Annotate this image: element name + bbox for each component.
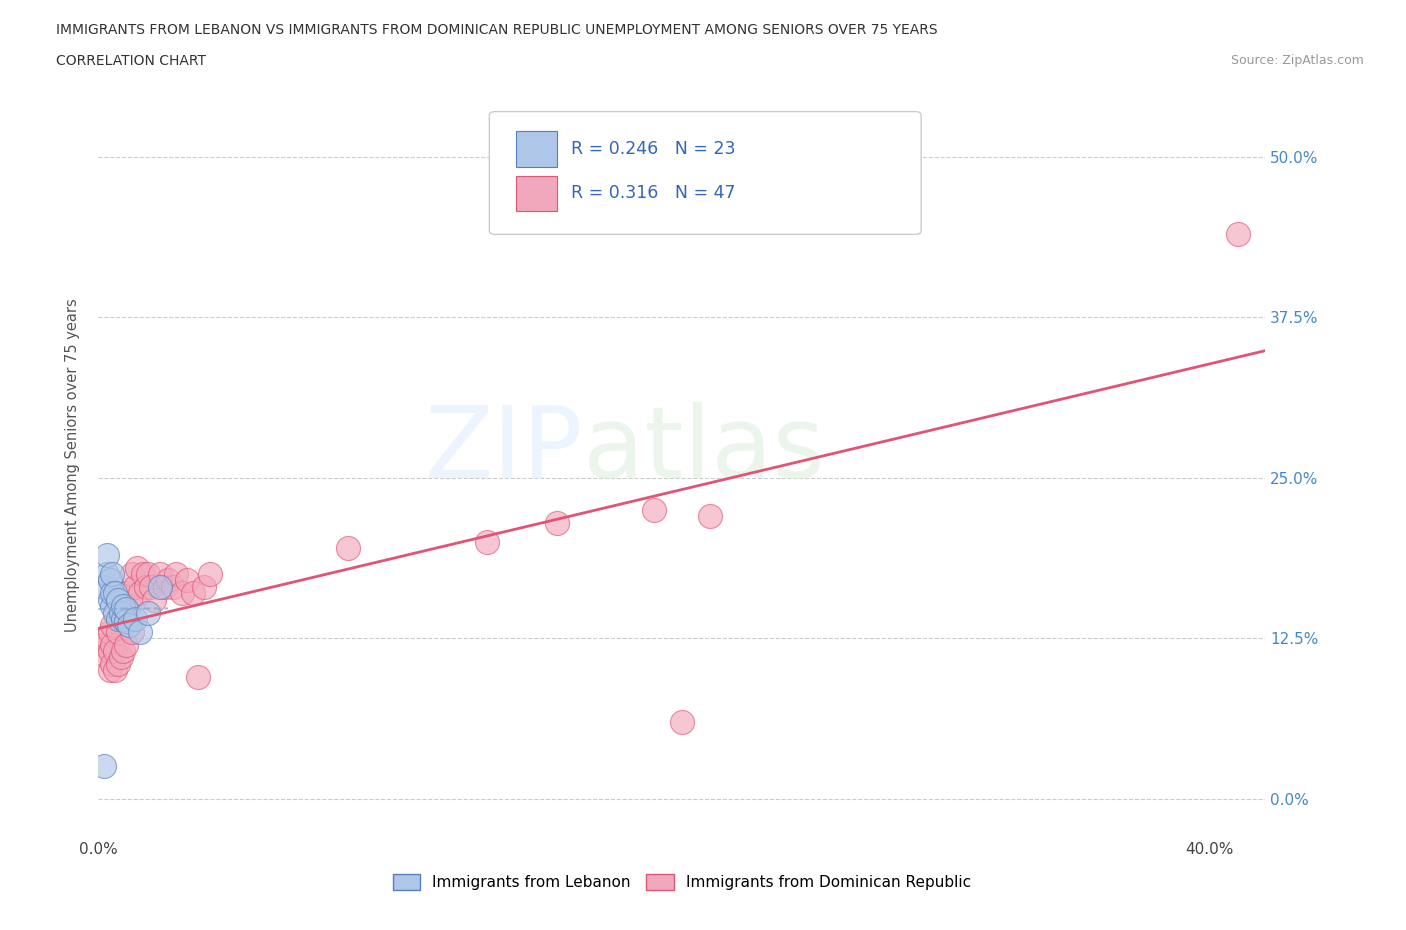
Point — [127, 560, 149, 575]
Point — [138, 566, 160, 581]
Point — [112, 612, 135, 627]
Text: atlas: atlas — [582, 402, 824, 498]
Point — [129, 624, 152, 639]
Point — [104, 663, 127, 678]
Point — [1226, 227, 1249, 242]
Point — [643, 502, 665, 517]
FancyBboxPatch shape — [516, 131, 557, 166]
Point — [107, 612, 129, 627]
Point — [162, 579, 184, 594]
Point — [115, 586, 138, 601]
Point — [96, 631, 118, 645]
Point — [104, 644, 127, 658]
Point — [176, 573, 198, 588]
Point — [141, 579, 163, 594]
Point — [671, 714, 693, 729]
Point — [110, 605, 132, 620]
Point — [546, 515, 568, 530]
Point — [101, 618, 124, 632]
Point — [148, 566, 170, 581]
Point — [112, 599, 135, 614]
Point — [93, 759, 115, 774]
Point — [198, 566, 221, 581]
Point — [101, 657, 124, 671]
Point — [148, 579, 170, 594]
FancyBboxPatch shape — [489, 112, 921, 234]
Point — [699, 509, 721, 524]
Text: R = 0.246   N = 23: R = 0.246 N = 23 — [571, 140, 735, 158]
Point — [107, 657, 129, 671]
Point — [477, 535, 499, 550]
Text: IMMIGRANTS FROM LEBANON VS IMMIGRANTS FROM DOMINICAN REPUBLIC UNEMPLOYMENT AMONG: IMMIGRANTS FROM LEBANON VS IMMIGRANTS FR… — [56, 23, 938, 37]
Point — [104, 605, 127, 620]
Text: Source: ZipAtlas.com: Source: ZipAtlas.com — [1230, 54, 1364, 67]
Point — [96, 566, 118, 581]
Point — [121, 566, 143, 581]
Point — [129, 586, 152, 601]
Point — [187, 670, 209, 684]
Point — [107, 592, 129, 607]
Point — [118, 618, 141, 632]
Point — [112, 644, 135, 658]
Text: R = 0.316   N = 47: R = 0.316 N = 47 — [571, 184, 735, 203]
Point — [98, 592, 121, 607]
Point — [170, 586, 193, 601]
Point — [96, 650, 118, 665]
Point — [110, 650, 132, 665]
Point — [132, 566, 155, 581]
Point — [135, 579, 157, 594]
Point — [156, 573, 179, 588]
Point — [101, 599, 124, 614]
Point — [98, 624, 121, 639]
Point — [93, 637, 115, 652]
FancyBboxPatch shape — [516, 176, 557, 211]
Text: CORRELATION CHART: CORRELATION CHART — [56, 54, 207, 68]
Point — [115, 601, 138, 616]
Point — [153, 579, 176, 594]
Point — [93, 579, 115, 594]
Legend: Immigrants from Lebanon, Immigrants from Dominican Republic: Immigrants from Lebanon, Immigrants from… — [387, 868, 977, 897]
Point — [101, 586, 124, 601]
Point — [98, 573, 121, 588]
Point — [101, 637, 124, 652]
Text: ZIP: ZIP — [425, 402, 582, 498]
Point — [96, 548, 118, 563]
Point — [115, 614, 138, 629]
Point — [98, 663, 121, 678]
Point — [181, 586, 204, 601]
Point — [337, 541, 360, 556]
Point — [143, 592, 166, 607]
Point — [124, 612, 146, 627]
Point — [138, 605, 160, 620]
Point — [118, 599, 141, 614]
Point — [124, 579, 146, 594]
Point — [121, 624, 143, 639]
Point — [101, 566, 124, 581]
Point — [165, 566, 187, 581]
Y-axis label: Unemployment Among Seniors over 75 years: Unemployment Among Seniors over 75 years — [65, 299, 80, 631]
Point — [104, 586, 127, 601]
Point — [193, 579, 215, 594]
Point — [112, 605, 135, 620]
Point — [98, 644, 121, 658]
Point — [107, 624, 129, 639]
Point — [115, 637, 138, 652]
